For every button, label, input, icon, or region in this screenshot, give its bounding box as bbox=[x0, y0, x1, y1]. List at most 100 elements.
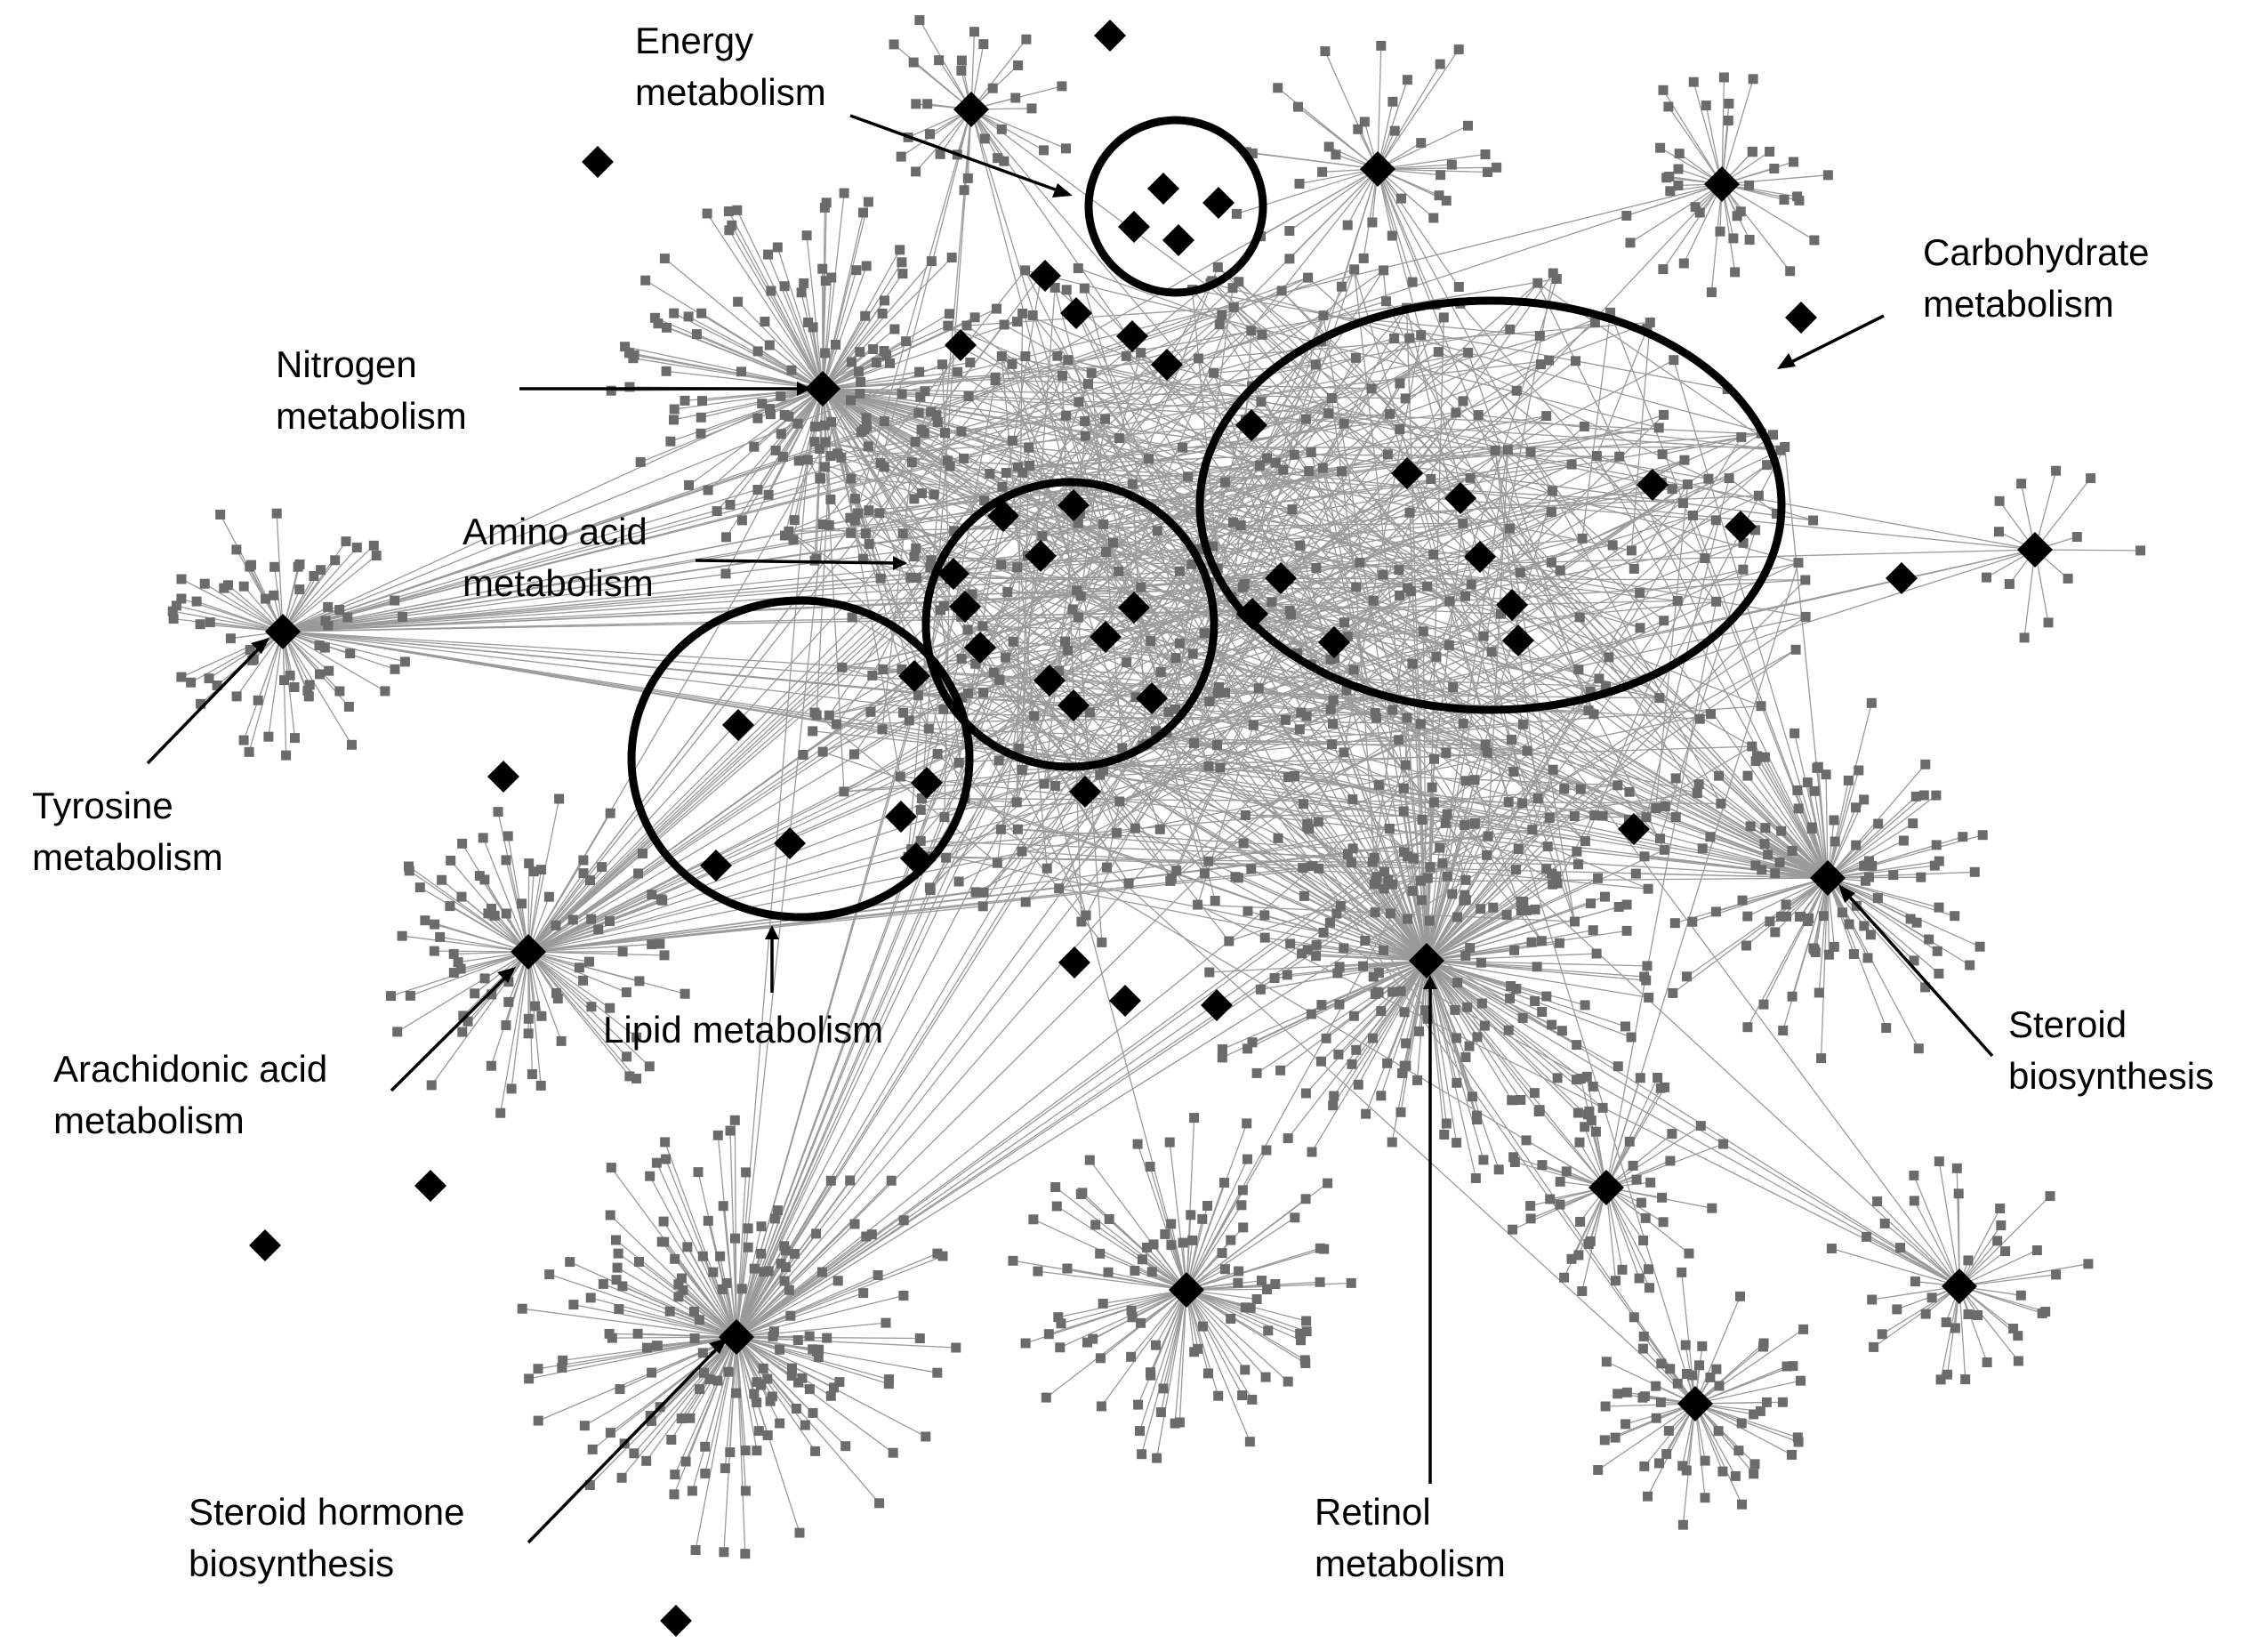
compound-node bbox=[2013, 1331, 2023, 1341]
compound-node bbox=[895, 245, 905, 255]
compound-node bbox=[1762, 460, 1773, 471]
compound-node bbox=[729, 1115, 740, 1125]
compound-node bbox=[2000, 1246, 2011, 1257]
network-edge bbox=[173, 610, 284, 632]
compound-node bbox=[1859, 860, 1870, 871]
network-edge bbox=[835, 675, 873, 725]
network-edge bbox=[808, 459, 1106, 553]
compound-node bbox=[1399, 1007, 1410, 1018]
network-edge bbox=[736, 449, 1508, 1338]
compound-node bbox=[176, 574, 187, 584]
compound-node bbox=[770, 445, 781, 455]
compound-node bbox=[786, 1371, 797, 1381]
compound-node bbox=[1926, 1293, 1937, 1303]
carbohydrate-arrowhead bbox=[1777, 353, 1796, 369]
compound-node bbox=[704, 1374, 715, 1385]
pathway-node bbox=[1704, 166, 1740, 202]
compound-node bbox=[1530, 904, 1540, 914]
compound-node bbox=[837, 662, 848, 673]
network-edge bbox=[1186, 1289, 1301, 1341]
compound-node bbox=[1793, 803, 1804, 814]
compound-node bbox=[789, 1248, 800, 1259]
compound-node bbox=[1137, 1254, 1147, 1265]
compound-node bbox=[1745, 821, 1756, 832]
network-edge bbox=[1259, 464, 1829, 879]
compound-node bbox=[898, 1291, 909, 1301]
compound-node bbox=[1742, 911, 1753, 922]
compound-node bbox=[1941, 1317, 1951, 1327]
compound-node bbox=[682, 1242, 693, 1252]
compound-node bbox=[342, 612, 353, 623]
compound-node bbox=[881, 350, 892, 361]
network-edge bbox=[736, 1336, 840, 1383]
network-edge bbox=[282, 631, 1408, 719]
compound-node bbox=[1469, 775, 1480, 785]
compound-node bbox=[1934, 969, 1944, 979]
compound-node bbox=[804, 1331, 815, 1341]
pathway-node bbox=[1060, 297, 1092, 329]
compound-node bbox=[1502, 445, 1513, 455]
compound-node bbox=[1007, 358, 1017, 369]
pathway-node bbox=[885, 801, 917, 833]
compound-node bbox=[1483, 167, 1492, 177]
network-edge bbox=[1827, 769, 1860, 879]
network-edge bbox=[937, 561, 1552, 755]
network-edge bbox=[736, 1210, 779, 1338]
compound-node bbox=[474, 871, 485, 882]
compound-node bbox=[1451, 407, 1461, 418]
compound-node bbox=[1851, 802, 1861, 813]
network-edge bbox=[1385, 301, 1665, 850]
compound-node bbox=[1052, 350, 1063, 361]
network-edge bbox=[688, 388, 824, 486]
compound-node bbox=[1682, 1369, 1692, 1379]
network-edge bbox=[912, 277, 1308, 463]
compound-node bbox=[642, 1342, 652, 1353]
network-edge bbox=[822, 388, 1773, 436]
compound-node bbox=[1127, 1312, 1138, 1323]
network-edge bbox=[282, 631, 287, 756]
compound-node bbox=[808, 322, 818, 333]
compound-node bbox=[167, 606, 178, 616]
compound-node bbox=[215, 510, 226, 519]
compound-node bbox=[1433, 347, 1444, 358]
compound-node bbox=[1416, 330, 1427, 341]
network-edge bbox=[1130, 1289, 1187, 1357]
compound-node bbox=[1559, 1272, 1570, 1283]
network-edge bbox=[527, 324, 1220, 953]
compound-node bbox=[1103, 1267, 1114, 1277]
compound-node bbox=[1787, 991, 1798, 1002]
compound-node bbox=[817, 263, 828, 274]
network-edge bbox=[1597, 1403, 1696, 1471]
compound-node bbox=[1084, 707, 1095, 718]
compound-node bbox=[1328, 695, 1339, 705]
compound-node bbox=[527, 1069, 537, 1080]
network-edge bbox=[1820, 877, 1829, 1059]
compound-node bbox=[1439, 1130, 1450, 1140]
pathway-node bbox=[1058, 689, 1090, 721]
compound-node bbox=[1407, 658, 1418, 669]
compound-node bbox=[1210, 896, 1220, 906]
compound-node bbox=[1282, 970, 1292, 980]
compound-node bbox=[1694, 207, 1705, 218]
network-edge bbox=[1831, 1247, 1960, 1287]
compound-node bbox=[524, 858, 535, 869]
network-edge bbox=[1426, 724, 1524, 962]
compound-node bbox=[1394, 735, 1404, 745]
compound-node bbox=[1212, 739, 1222, 750]
compound-node bbox=[670, 1470, 680, 1480]
compound-node bbox=[1493, 1164, 1504, 1175]
compound-node bbox=[1496, 608, 1506, 619]
compound-node bbox=[877, 724, 888, 735]
compound-node bbox=[633, 868, 644, 879]
compound-node bbox=[1335, 900, 1346, 911]
compound-node bbox=[1428, 797, 1439, 808]
network-edge bbox=[282, 631, 406, 663]
compound-node bbox=[1816, 1053, 1827, 1064]
compound-node bbox=[797, 1373, 808, 1383]
compound-node bbox=[1464, 1041, 1475, 1051]
compound-node bbox=[957, 692, 968, 703]
compound-node bbox=[1517, 719, 1528, 729]
compound-node bbox=[1294, 179, 1305, 189]
compound-node bbox=[914, 1333, 925, 1343]
compound-node bbox=[898, 707, 909, 718]
